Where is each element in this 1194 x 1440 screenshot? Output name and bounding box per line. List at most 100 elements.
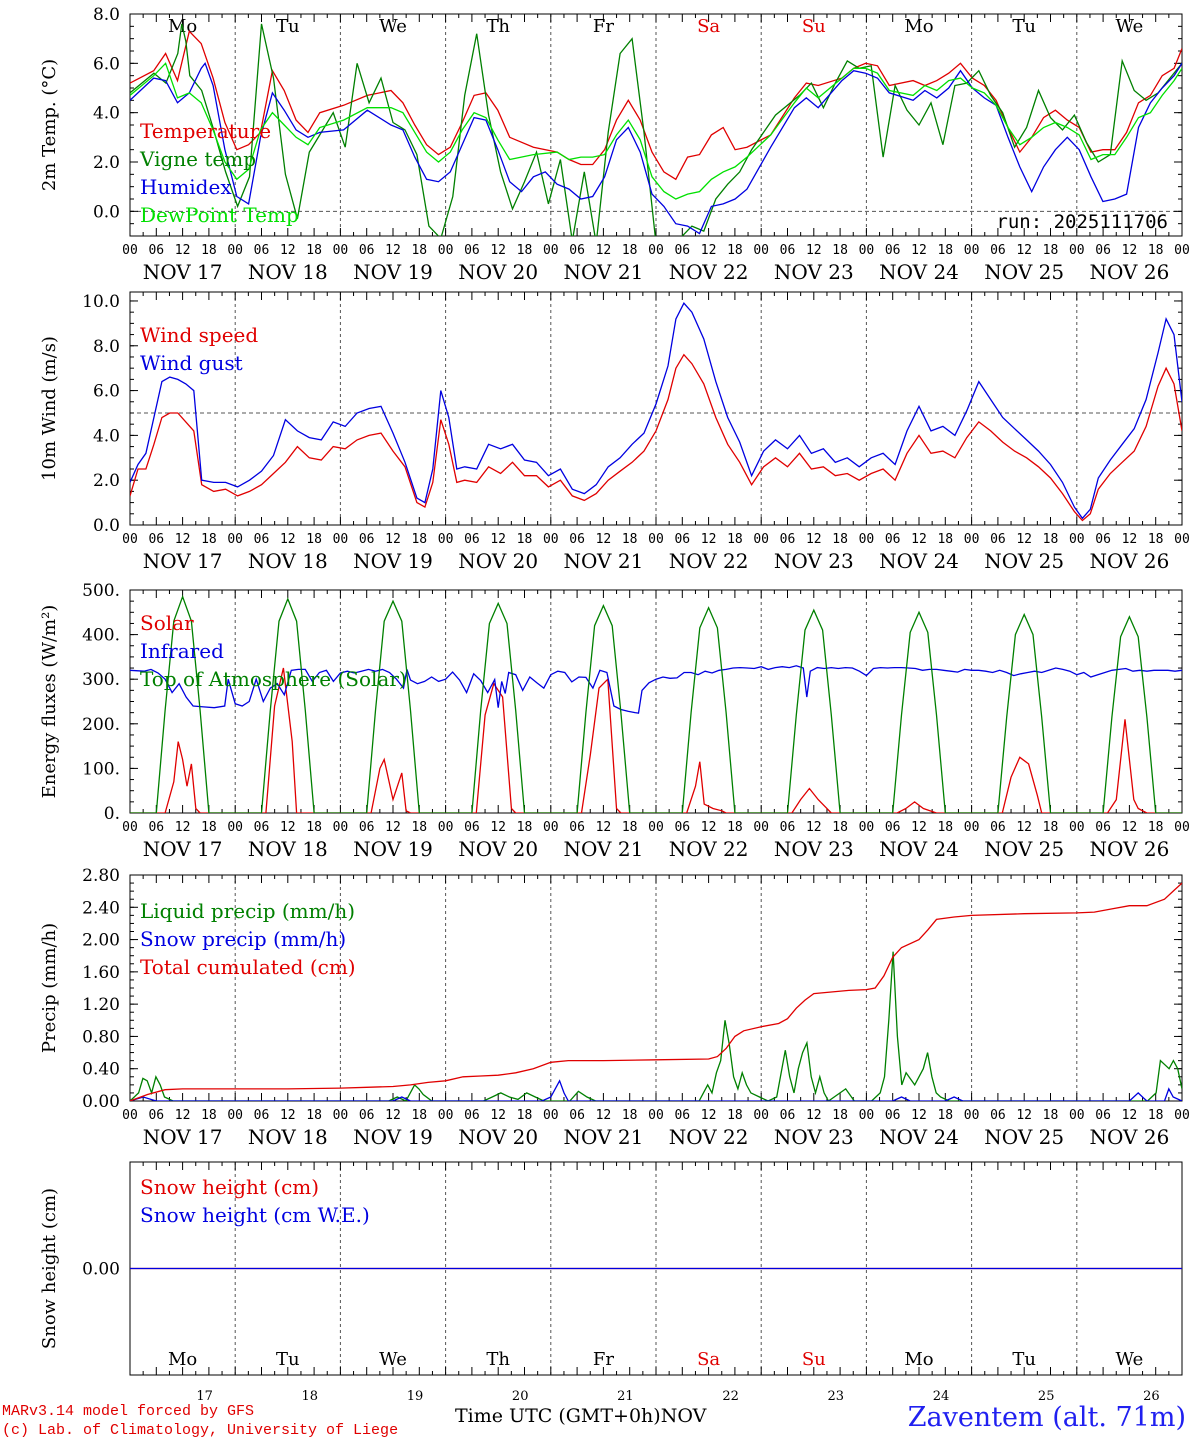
hour-tick-label: 12 xyxy=(175,1108,191,1123)
weekday-label: Tu xyxy=(1012,1349,1036,1370)
hour-tick-label: 18 xyxy=(1043,243,1059,258)
day-number-label: 25 xyxy=(1038,1389,1055,1404)
date-label: NOV 23 xyxy=(774,260,854,284)
hour-tick-label: 12 xyxy=(701,820,717,835)
weekday-label: Mo xyxy=(904,1349,933,1370)
weekday-label: Tu xyxy=(1012,16,1036,37)
hour-tick-label: 00 xyxy=(438,1108,454,1123)
hour-tick-label: 06 xyxy=(464,1108,480,1123)
hour-tick-label: 12 xyxy=(911,532,927,547)
hour-tick-label: 06 xyxy=(990,243,1006,258)
hour-tick-label: 00 xyxy=(859,820,875,835)
hour-tick-label: 12 xyxy=(1016,532,1032,547)
hour-tick-label: 06 xyxy=(674,820,690,835)
legend-entry: Top of Atmosphere (Solar) xyxy=(140,667,407,691)
legend-entry: Humidex xyxy=(140,175,232,199)
hour-tick-label: 06 xyxy=(254,1108,270,1123)
hour-tick-label: 00 xyxy=(753,243,769,258)
hour-tick-label: 06 xyxy=(674,243,690,258)
date-label: NOV 21 xyxy=(564,549,644,573)
y-tick-label: 0.40 xyxy=(82,1060,120,1080)
date-label: NOV 17 xyxy=(143,260,223,284)
hour-tick-label: 12 xyxy=(911,243,927,258)
hour-tick-label: 18 xyxy=(306,1108,322,1123)
hour-tick-label: 12 xyxy=(490,820,506,835)
weekday-label: Mo xyxy=(904,16,933,37)
hour-tick-label: 06 xyxy=(148,532,164,547)
hour-tick-label: 00 xyxy=(333,820,349,835)
hour-tick-label: 06 xyxy=(780,243,796,258)
hour-tick-label: 06 xyxy=(1095,1108,1111,1123)
weekday-label: Sa xyxy=(697,16,720,37)
hour-tick-label: 00 xyxy=(1174,820,1190,835)
date-label: NOV 20 xyxy=(458,549,538,573)
hour-tick-label: 12 xyxy=(280,532,296,547)
series-line-infrared xyxy=(130,665,1182,714)
date-label: NOV 20 xyxy=(458,837,538,861)
hour-tick-label: 00 xyxy=(753,532,769,547)
hour-tick-label: 12 xyxy=(490,243,506,258)
hour-tick-label: 18 xyxy=(306,243,322,258)
hour-tick-label: 18 xyxy=(201,1108,217,1123)
hour-tick-label: 18 xyxy=(1148,532,1164,547)
weekday-label: Mo xyxy=(168,1349,197,1370)
date-label: NOV 21 xyxy=(564,837,644,861)
date-label: NOV 20 xyxy=(458,1125,538,1149)
date-label: NOV 18 xyxy=(248,1125,328,1149)
panel-flux: 500. 400. 300. 200. 100. 0. Energy fluxes (W/m… xyxy=(39,581,1190,861)
credits: MARv3.14 model forced by GFS (c) Lab. of… xyxy=(2,1402,398,1440)
y-tick-label: 0.00 xyxy=(82,1260,120,1280)
hour-tick-label: 00 xyxy=(753,820,769,835)
hour-tick-label: 18 xyxy=(517,243,533,258)
weekday-label: Fr xyxy=(593,16,614,37)
date-label: NOV 25 xyxy=(984,1125,1064,1149)
hour-tick-label: 18 xyxy=(727,532,743,547)
hour-tick-label: 06 xyxy=(359,532,375,547)
hour-tick-label: 12 xyxy=(1122,532,1138,547)
hour-tick-label: 00 xyxy=(859,243,875,258)
hour-tick-label: 12 xyxy=(806,532,822,547)
hour-tick-label: 12 xyxy=(596,243,612,258)
y-tick-label: 0. xyxy=(104,804,120,824)
date-label: NOV 19 xyxy=(353,1125,433,1149)
hour-tick-label: 00 xyxy=(964,1108,980,1123)
hour-tick-label: 06 xyxy=(359,243,375,258)
hour-tick-label: 06 xyxy=(990,1108,1006,1123)
hour-tick-label: 12 xyxy=(1016,243,1032,258)
hour-tick-label: 06 xyxy=(359,820,375,835)
y-tick-label: 300. xyxy=(82,670,120,690)
weekday-label: Tu xyxy=(276,16,300,37)
hour-tick-label: 06 xyxy=(780,1108,796,1123)
y-tick-label: 1.60 xyxy=(82,963,120,983)
hour-tick-label: 00 xyxy=(227,820,243,835)
hour-tick-label: 00 xyxy=(1174,1108,1190,1123)
series-line-humidex xyxy=(130,61,1182,235)
hour-tick-label: 06 xyxy=(464,532,480,547)
hour-tick-label: 12 xyxy=(175,532,191,547)
hour-tick-label: 00 xyxy=(122,1108,138,1123)
y-tick-label: 100. xyxy=(82,759,120,779)
hour-tick-label: 06 xyxy=(780,820,796,835)
hour-tick-label: 00 xyxy=(122,243,138,258)
hour-tick-label: 18 xyxy=(517,532,533,547)
hour-tick-label: 12 xyxy=(490,1108,506,1123)
y-tick-label: 8.0 xyxy=(93,5,120,25)
day-number-label: 21 xyxy=(617,1389,634,1404)
credit-lab: (c) Lab. of Climatology, University of L… xyxy=(2,1422,399,1439)
hour-tick-label: 00 xyxy=(227,1108,243,1123)
y-tick-label: 200. xyxy=(82,715,120,735)
y-tick-label: 10.0 xyxy=(82,292,120,312)
date-label: NOV 25 xyxy=(984,837,1064,861)
hour-tick-label: 00 xyxy=(1174,532,1190,547)
hour-tick-label: 06 xyxy=(885,243,901,258)
hour-tick-label: 12 xyxy=(280,820,296,835)
hour-tick-label: 12 xyxy=(911,820,927,835)
hour-tick-label: 18 xyxy=(622,1108,638,1123)
hour-tick-label: 18 xyxy=(517,820,533,835)
panel-temp: 8.0 6.0 4.0 2.0 0.0 2m Temp. (°C) 00 06 12 18 00 06… xyxy=(39,5,1190,284)
hour-tick-label: 00 xyxy=(859,532,875,547)
date-label: NOV 26 xyxy=(1090,1125,1170,1149)
hour-tick-label: 06 xyxy=(254,820,270,835)
y-tick-label: 0.80 xyxy=(82,1027,120,1047)
weekday-label: Tu xyxy=(276,1349,300,1370)
